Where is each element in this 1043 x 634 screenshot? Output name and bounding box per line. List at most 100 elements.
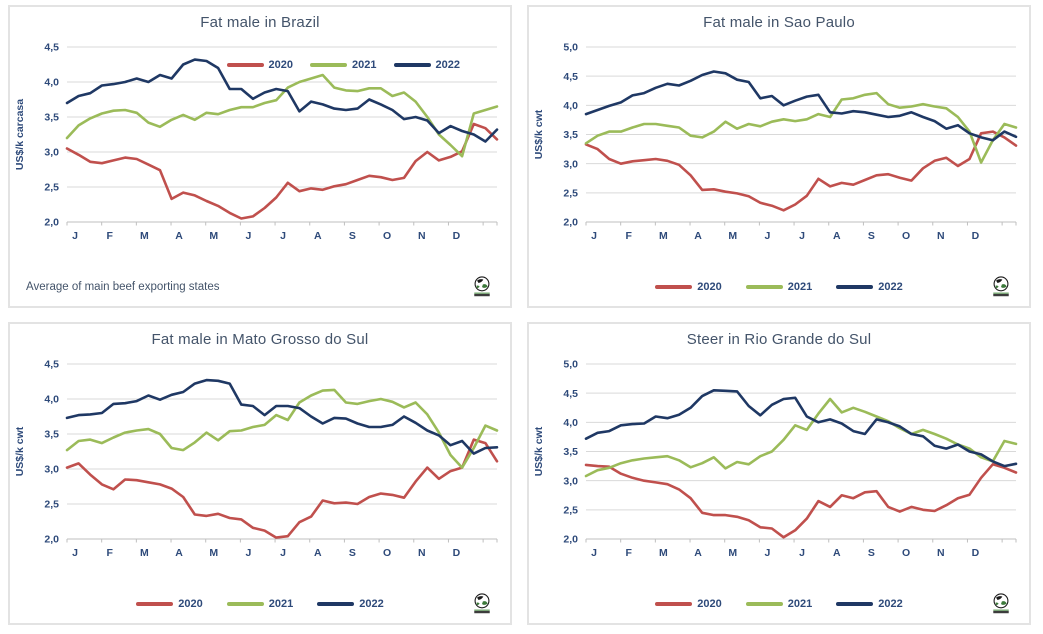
legend-label: 2022 (878, 598, 903, 610)
y-tick-label: 4,5 (563, 388, 578, 400)
legend-line-swatch (745, 285, 783, 289)
x-tick-label: D (972, 230, 980, 242)
legend-line-swatch (136, 602, 174, 606)
chart-legend: 2020 2021 2022 (529, 281, 1029, 293)
chart-title: Fat male in Brazil (200, 14, 320, 31)
series-line-2020 (584, 463, 1018, 539)
x-tick-label: N (418, 230, 426, 242)
x-tick-label: J (799, 547, 805, 559)
legend-item-2021: 2021 (226, 598, 294, 610)
series-line-2021 (65, 388, 499, 469)
globe-logo-icon (993, 593, 1009, 614)
x-tick-label: D (972, 547, 980, 559)
legend-item-2020: 2020 (655, 598, 722, 610)
legend-label: 2022 (435, 59, 460, 71)
line-chart-canvas: 2,0 2,5 3,0 3,5 4,0 4,5 J F M A M J J A S O N D US$/k carc… (14, 42, 499, 242)
x-tick-label: J (280, 547, 286, 559)
y-tick-label: 2,5 (44, 499, 59, 511)
line-chart-canvas: 2,0 2,5 3,0 3,5 4,0 4,5 J F M A M J J A S O N D US$/k cwt (14, 359, 499, 559)
legend-item-2022: 2022 (836, 598, 903, 610)
x-tick-label: A (833, 547, 841, 559)
legend-label: 2020 (268, 59, 294, 71)
y-tick-label: 4,0 (44, 394, 59, 406)
x-tick-label: F (625, 230, 632, 242)
legend-label: 2021 (787, 598, 813, 610)
legend-label: 2021 (268, 598, 294, 610)
chart-panel-mato-grosso: Fat male in Mato Grosso do Sul 2,0 2,5 3,0… (8, 322, 512, 625)
legend-label: 2022 (359, 598, 384, 610)
y-axis-label: US$/k carcasa (14, 99, 26, 170)
legend-item-2021: 2021 (310, 59, 377, 71)
y-tick-label: 4,0 (563, 417, 578, 429)
y-tick-label: 3,0 (44, 464, 59, 476)
series-line-2020 (65, 438, 499, 539)
x-tick-label: J (245, 547, 251, 559)
legend-label: 2022 (878, 281, 903, 293)
series-line-2020 (584, 130, 1018, 212)
x-tick-label: D (453, 230, 461, 242)
x-tick-label: M (209, 230, 218, 242)
x-tick-label: M (659, 230, 668, 242)
legend-line-swatch (836, 602, 874, 606)
globe-logo-icon (474, 276, 490, 297)
legend-label: 2020 (697, 281, 722, 293)
y-tick-label: 4,5 (44, 42, 59, 54)
legend-line-swatch (655, 602, 693, 606)
y-tick-label: 5,0 (563, 42, 578, 54)
x-tick-label: O (902, 230, 910, 242)
x-tick-label: J (591, 547, 597, 559)
series-line-2020 (65, 122, 499, 220)
x-tick-label: A (175, 547, 183, 559)
series-line-2021 (65, 73, 499, 158)
series-line-2022 (584, 388, 1018, 468)
x-tick-label: M (140, 230, 149, 242)
series-line-2022 (584, 70, 1018, 142)
x-tick-label: M (659, 547, 668, 559)
y-tick-label: 2,0 (563, 534, 578, 546)
series-line-2021 (584, 91, 1018, 164)
y-axis-label: US$/k cwt (533, 109, 545, 159)
y-tick-label: 4,0 (44, 77, 59, 89)
line-chart-canvas: 2,0 2,5 3,0 3,5 4,0 4,5 5,0 J F M A M J J A S O N D US$/k c… (533, 359, 1018, 559)
series-line-2022 (65, 378, 499, 455)
legend-line-swatch (226, 602, 264, 606)
chart-panel-rio-grande: Steer in Rio Grande do Sul 2,0 2,5 3,0 3,5 4… (527, 322, 1031, 625)
x-tick-label: M (209, 547, 218, 559)
legend-item-2020: 2020 (136, 598, 203, 610)
legend-line-swatch (393, 63, 431, 67)
x-tick-label: J (72, 547, 78, 559)
chart-title: Fat male in Sao Paulo (703, 14, 855, 31)
x-tick-label: J (799, 230, 805, 242)
x-tick-label: M (140, 547, 149, 559)
line-chart-canvas: 2,0 2,5 3,0 3,5 4,0 4,5 5,0 J F M A M J J A S O N D US$/k c… (533, 42, 1018, 242)
legend-line-swatch (226, 63, 264, 67)
chart-panel-sao-paulo: Fat male in Sao Paulo 2,0 2,5 3,0 3,5 4,0 4,5… (527, 5, 1031, 308)
legend-item-2021: 2021 (745, 281, 812, 293)
legend-label: 2020 (178, 598, 203, 610)
x-tick-label: J (764, 230, 770, 242)
legend-item-2022: 2022 (836, 281, 903, 293)
x-tick-label: A (314, 230, 322, 242)
y-tick-label: 3,0 (563, 475, 578, 487)
x-tick-label: D (453, 547, 461, 559)
y-tick-label: 3,5 (44, 112, 59, 124)
y-tick-label: 3,5 (563, 129, 578, 141)
legend-line-swatch (655, 285, 693, 289)
x-tick-label: O (383, 230, 391, 242)
x-tick-label: N (937, 547, 945, 559)
y-tick-label: 3,0 (44, 147, 59, 159)
x-tick-label: A (314, 547, 322, 559)
x-tick-label: S (868, 547, 875, 559)
series-line-2022 (65, 58, 499, 143)
x-tick-label: N (418, 547, 426, 559)
y-tick-label: 2,5 (563, 504, 578, 516)
x-tick-label: A (175, 230, 183, 242)
legend-line-swatch (317, 602, 355, 606)
y-tick-label: 4,5 (563, 71, 578, 83)
x-tick-label: A (833, 230, 841, 242)
y-tick-label: 5,0 (563, 359, 578, 371)
x-tick-label: F (106, 230, 113, 242)
x-tick-label: S (868, 230, 875, 242)
y-tick-label: 2,0 (44, 534, 59, 546)
